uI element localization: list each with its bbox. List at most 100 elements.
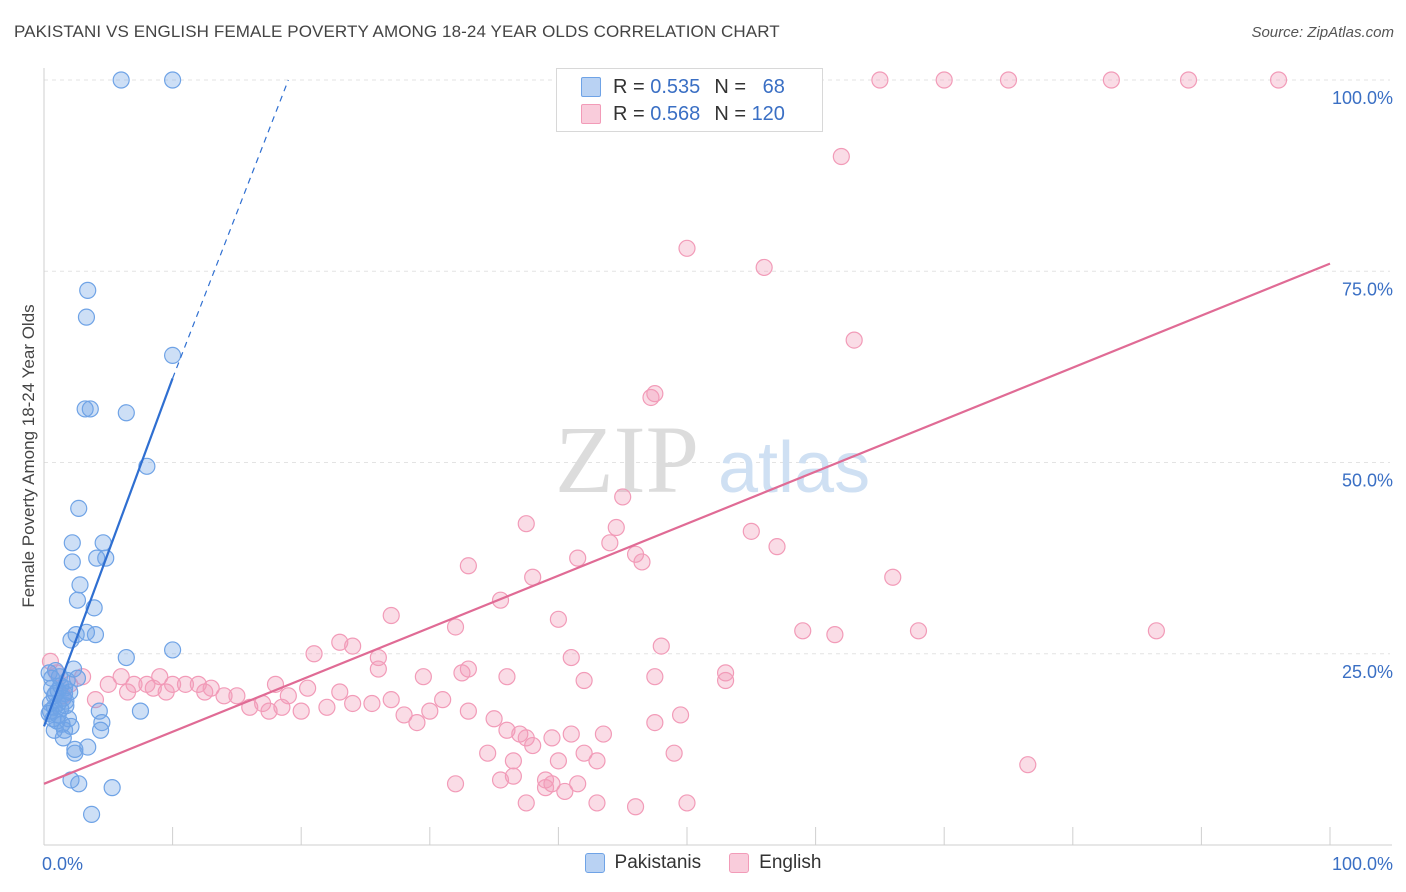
english-point: [607, 518, 625, 537]
x-tick-label: 100.0%: [1332, 854, 1393, 874]
y-axis-label: Female Poverty Among 18-24 Year Olds: [19, 304, 38, 607]
english-point: [459, 702, 477, 720]
pakistanis-trend-line: [42, 377, 174, 727]
pakistanis-point: [63, 534, 81, 552]
pakistanis-point: [79, 738, 97, 756]
english-point: [157, 683, 175, 701]
legend-n-value: 68: [762, 75, 785, 98]
english-point: [614, 488, 632, 506]
english-point: [884, 568, 902, 586]
english-point: [99, 675, 117, 693]
y-tick-label: 100.0%: [1332, 88, 1393, 108]
english-point: [794, 622, 812, 640]
legend-n-label: N =: [714, 102, 746, 125]
pakistanis-point: [131, 702, 150, 720]
pakistanis-point: [54, 729, 72, 747]
pakistanis-point: [117, 648, 135, 667]
pakistanis-point: [164, 346, 182, 364]
english-point: [832, 147, 850, 166]
english-point: [382, 606, 400, 625]
english-point: [446, 618, 465, 636]
pakistanis-point: [112, 71, 130, 89]
english-point: [742, 522, 760, 540]
legend-r-label: R =: [613, 102, 645, 125]
pakistanis-points: [40, 71, 182, 824]
pakistanis-swatch: [581, 77, 601, 97]
english-point: [318, 698, 336, 716]
english-point: [331, 683, 349, 701]
english-point: [344, 694, 362, 713]
english-trend-line: [43, 262, 1331, 785]
english-point: [479, 744, 497, 762]
english-point: [1019, 756, 1037, 774]
english-point: [125, 675, 143, 693]
grid-lines: [44, 79, 1390, 655]
english-point: [215, 687, 233, 705]
english-point: [562, 725, 580, 743]
chart-title: PAKISTANI VS ENGLISH FEMALE POVERTY AMON…: [14, 22, 780, 41]
english-point: [517, 515, 535, 533]
english-point: [279, 687, 297, 705]
english-point: [434, 691, 452, 709]
legend-item-english[interactable]: English: [729, 852, 821, 874]
english-point: [575, 671, 593, 690]
pakistanis-point: [68, 591, 87, 609]
english-point: [299, 679, 317, 697]
english-point: [382, 691, 400, 709]
english-point: [331, 633, 349, 651]
english-point: [408, 713, 426, 732]
pakistanis-point: [81, 400, 99, 418]
english-point: [504, 752, 522, 770]
english-point: [344, 637, 362, 655]
pakistanis-point: [88, 549, 106, 567]
english-point: [871, 71, 889, 89]
pakistanis-point: [79, 281, 97, 299]
english-point: [202, 679, 220, 697]
english-point: [414, 668, 432, 686]
english-swatch: [729, 853, 750, 873]
watermark: ZIP atlas: [555, 406, 870, 513]
pakistanis-point: [71, 576, 89, 594]
english-point: [671, 706, 690, 724]
pakistanis-point: [86, 626, 105, 644]
pakistanis-point: [91, 721, 110, 739]
english-point: [826, 626, 844, 644]
english-point: [569, 549, 587, 567]
english-point: [633, 553, 651, 571]
english-point: [446, 775, 465, 793]
english-point: [228, 687, 246, 705]
correlation-legend: R = 0.535 N = 68 R = 0.568 N = 120: [556, 68, 823, 132]
legend-row-english: R = 0.568 N = 120: [581, 102, 785, 126]
pakistanis-point: [77, 308, 96, 326]
pakistanis-trend-extension: [172, 79, 289, 379]
english-point: [755, 258, 773, 277]
english-point: [642, 388, 660, 407]
english-point: [395, 706, 413, 724]
pakistanis-point: [117, 404, 135, 422]
english-point: [453, 664, 471, 682]
english-point: [575, 744, 593, 762]
pakistanis-point: [76, 400, 94, 418]
watermark-atlas: atlas: [718, 428, 870, 508]
english-point: [594, 725, 613, 743]
english-point: [369, 660, 387, 678]
english-point: [112, 668, 130, 686]
pakistanis-point: [68, 669, 87, 687]
legend-r-value: 0.568: [650, 102, 701, 125]
english-point: [678, 794, 696, 812]
english-point: [144, 679, 162, 697]
english-point: [260, 702, 278, 720]
english-point: [909, 622, 928, 640]
english-point: [1147, 622, 1165, 640]
pakistanis-point: [57, 697, 75, 715]
english-point: [646, 668, 664, 686]
pakistanis-point: [82, 805, 101, 824]
pakistanis-swatch: [584, 853, 605, 873]
english-point: [678, 239, 696, 257]
legend-r-label: R =: [613, 75, 645, 98]
pakistanis-point: [164, 641, 182, 659]
legend-item-pakistanis[interactable]: Pakistanis: [584, 852, 701, 874]
english-point: [543, 729, 561, 747]
english-point: [491, 771, 510, 789]
